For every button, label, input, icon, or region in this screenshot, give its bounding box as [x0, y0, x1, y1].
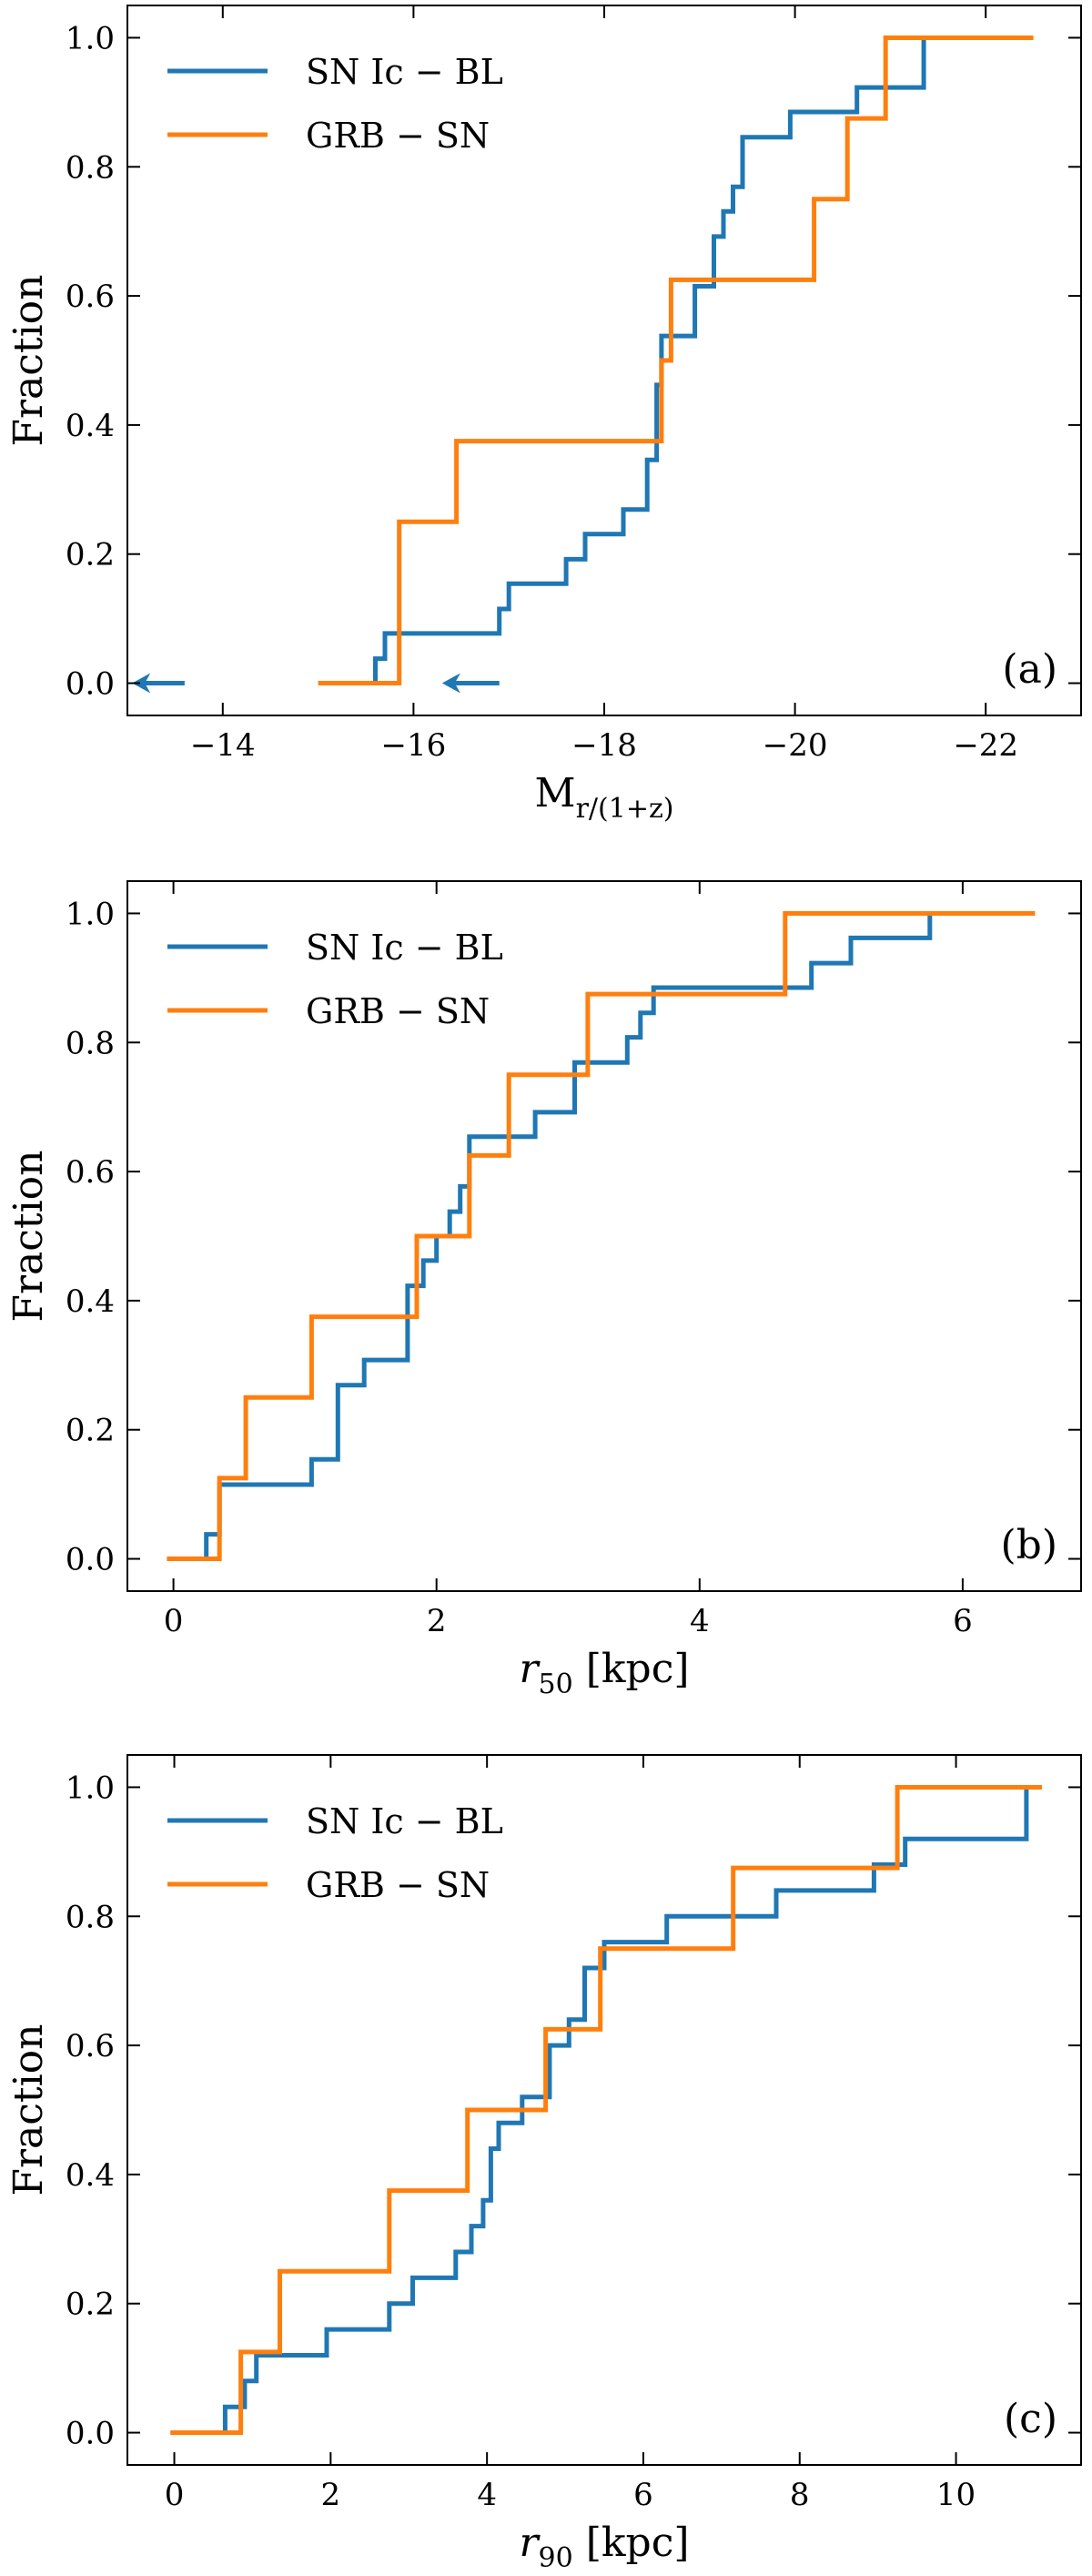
- axes-frame: [126, 880, 1082, 1592]
- series-line-sn-ic-bl: [222, 1787, 1029, 2433]
- legend-label-grb-sn: GRB − SN: [306, 1865, 490, 1905]
- panel-c: 0 2 4 6 8 10 0.0 0.2 0.4 0.6 0.8 1.0 Fraction r90 [kp…: [5, 1754, 1082, 2574]
- series-line-grb-sn: [170, 1785, 1042, 2435]
- x-tick-label: −20: [763, 727, 828, 764]
- axes-frame: [126, 1754, 1082, 2466]
- x-axis-label-subscript: r/(1+z): [576, 793, 674, 825]
- x-axis-label: Mr/(1+z): [535, 770, 674, 825]
- y-axis-label: Fraction: [5, 274, 52, 446]
- legend: SN Ic − BL GRB − SN: [167, 52, 503, 156]
- x-tick-label: 0: [164, 1603, 184, 1639]
- axes-frame: [126, 5, 1082, 716]
- y-tick-label: 0.2: [66, 1413, 115, 1449]
- x-tick-label: 2: [427, 1603, 447, 1639]
- x-axis-label-subscript: 50: [539, 1668, 573, 1700]
- x-tick-label: −14: [190, 727, 256, 764]
- y-axis-label: Fraction: [5, 2023, 52, 2196]
- legend-label-grb-sn: GRB − SN: [306, 991, 490, 1031]
- series-group: [167, 911, 1036, 1561]
- y-tick-label: 0.6: [66, 2028, 115, 2064]
- y-tick-label: 0.6: [66, 1154, 115, 1191]
- y-tick-label: 0.8: [66, 149, 115, 186]
- series-group: [318, 35, 1034, 685]
- x-axis-label-subscript: 90: [539, 2542, 573, 2574]
- y-tick-label: 1.0: [66, 1770, 115, 1806]
- series-line-sn-ic-bl: [373, 37, 926, 684]
- legend-label-sn-ic-bl: SN Ic − BL: [306, 52, 503, 92]
- series-line-grb-sn: [167, 911, 1036, 1561]
- y-tick-label: 0.2: [66, 2287, 115, 2323]
- y-tick-label: 0.0: [66, 2416, 115, 2452]
- panel-label: (b): [1001, 1522, 1058, 1568]
- y-tick-label: 0.4: [66, 2157, 115, 2194]
- arrow-head: [132, 673, 151, 694]
- x-axis-label-main: r: [519, 2520, 541, 2566]
- x-tick-label: 4: [690, 1603, 710, 1639]
- legend-label-sn-ic-bl: SN Ic − BL: [306, 1801, 503, 1841]
- x-tick-label: 6: [953, 1603, 973, 1639]
- x-tick-label: −16: [381, 727, 447, 764]
- y-tick-label: 0.0: [66, 1542, 115, 1578]
- y-tick-label: 0.4: [66, 408, 115, 444]
- legend: SN Ic − BL GRB − SN: [167, 928, 503, 1031]
- x-tick-label: −22: [953, 727, 1018, 764]
- y-tick-label: 1.0: [66, 20, 115, 56]
- panel-label: (a): [1002, 646, 1057, 693]
- x-tick-label: 2: [321, 2477, 341, 2513]
- x-tick-label: 6: [633, 2477, 653, 2513]
- series-line-grb-sn: [318, 35, 1034, 685]
- x-axis-label: r50 [kpc]: [519, 1646, 689, 1700]
- upper-limit-arrow-1: [132, 673, 185, 694]
- arrow-head: [441, 673, 460, 694]
- panel-label: (c): [1004, 2396, 1057, 2442]
- y-tick-label: 0.0: [66, 666, 115, 703]
- x-tick-label: 4: [477, 2477, 497, 2513]
- x-axis-label-main: M: [535, 770, 576, 816]
- y-tick-label: 1.0: [66, 896, 115, 932]
- panel-b: 0 2 4 6 0.0 0.2 0.4 0.6 0.8 1.0 Fraction r50 [kpc] (…: [5, 880, 1082, 1700]
- legend-label-sn-ic-bl: SN Ic − BL: [306, 928, 503, 968]
- x-tick-label: 10: [936, 2477, 976, 2513]
- y-tick-label: 0.4: [66, 1283, 115, 1320]
- x-axis-label-main: r: [519, 1646, 541, 1692]
- x-axis-label: r90 [kpc]: [519, 2520, 689, 2574]
- y-tick-label: 0.6: [66, 279, 115, 315]
- y-tick-label: 0.8: [66, 1025, 115, 1061]
- upper-limit-arrow-2: [441, 673, 500, 694]
- x-tick-label: −18: [571, 727, 637, 764]
- x-axis-label-unit: [kpc]: [573, 2520, 690, 2566]
- y-tick-label: 0.8: [66, 1899, 115, 1935]
- y-tick-label: 0.2: [66, 537, 115, 573]
- series-group: [170, 1785, 1042, 2435]
- x-tick-label: 8: [790, 2477, 810, 2513]
- y-axis-label: Fraction: [5, 1150, 52, 1322]
- legend-label-grb-sn: GRB − SN: [306, 116, 490, 156]
- x-axis-label-unit: [kpc]: [573, 1646, 690, 1692]
- panel-a: −14 −16 −18 −20 −22 0.0 0.2 0.4 0.6 0.8 1.0 Fractio…: [5, 5, 1082, 825]
- legend: SN Ic − BL GRB − SN: [167, 1801, 503, 1905]
- x-tick-label: 0: [165, 2477, 185, 2513]
